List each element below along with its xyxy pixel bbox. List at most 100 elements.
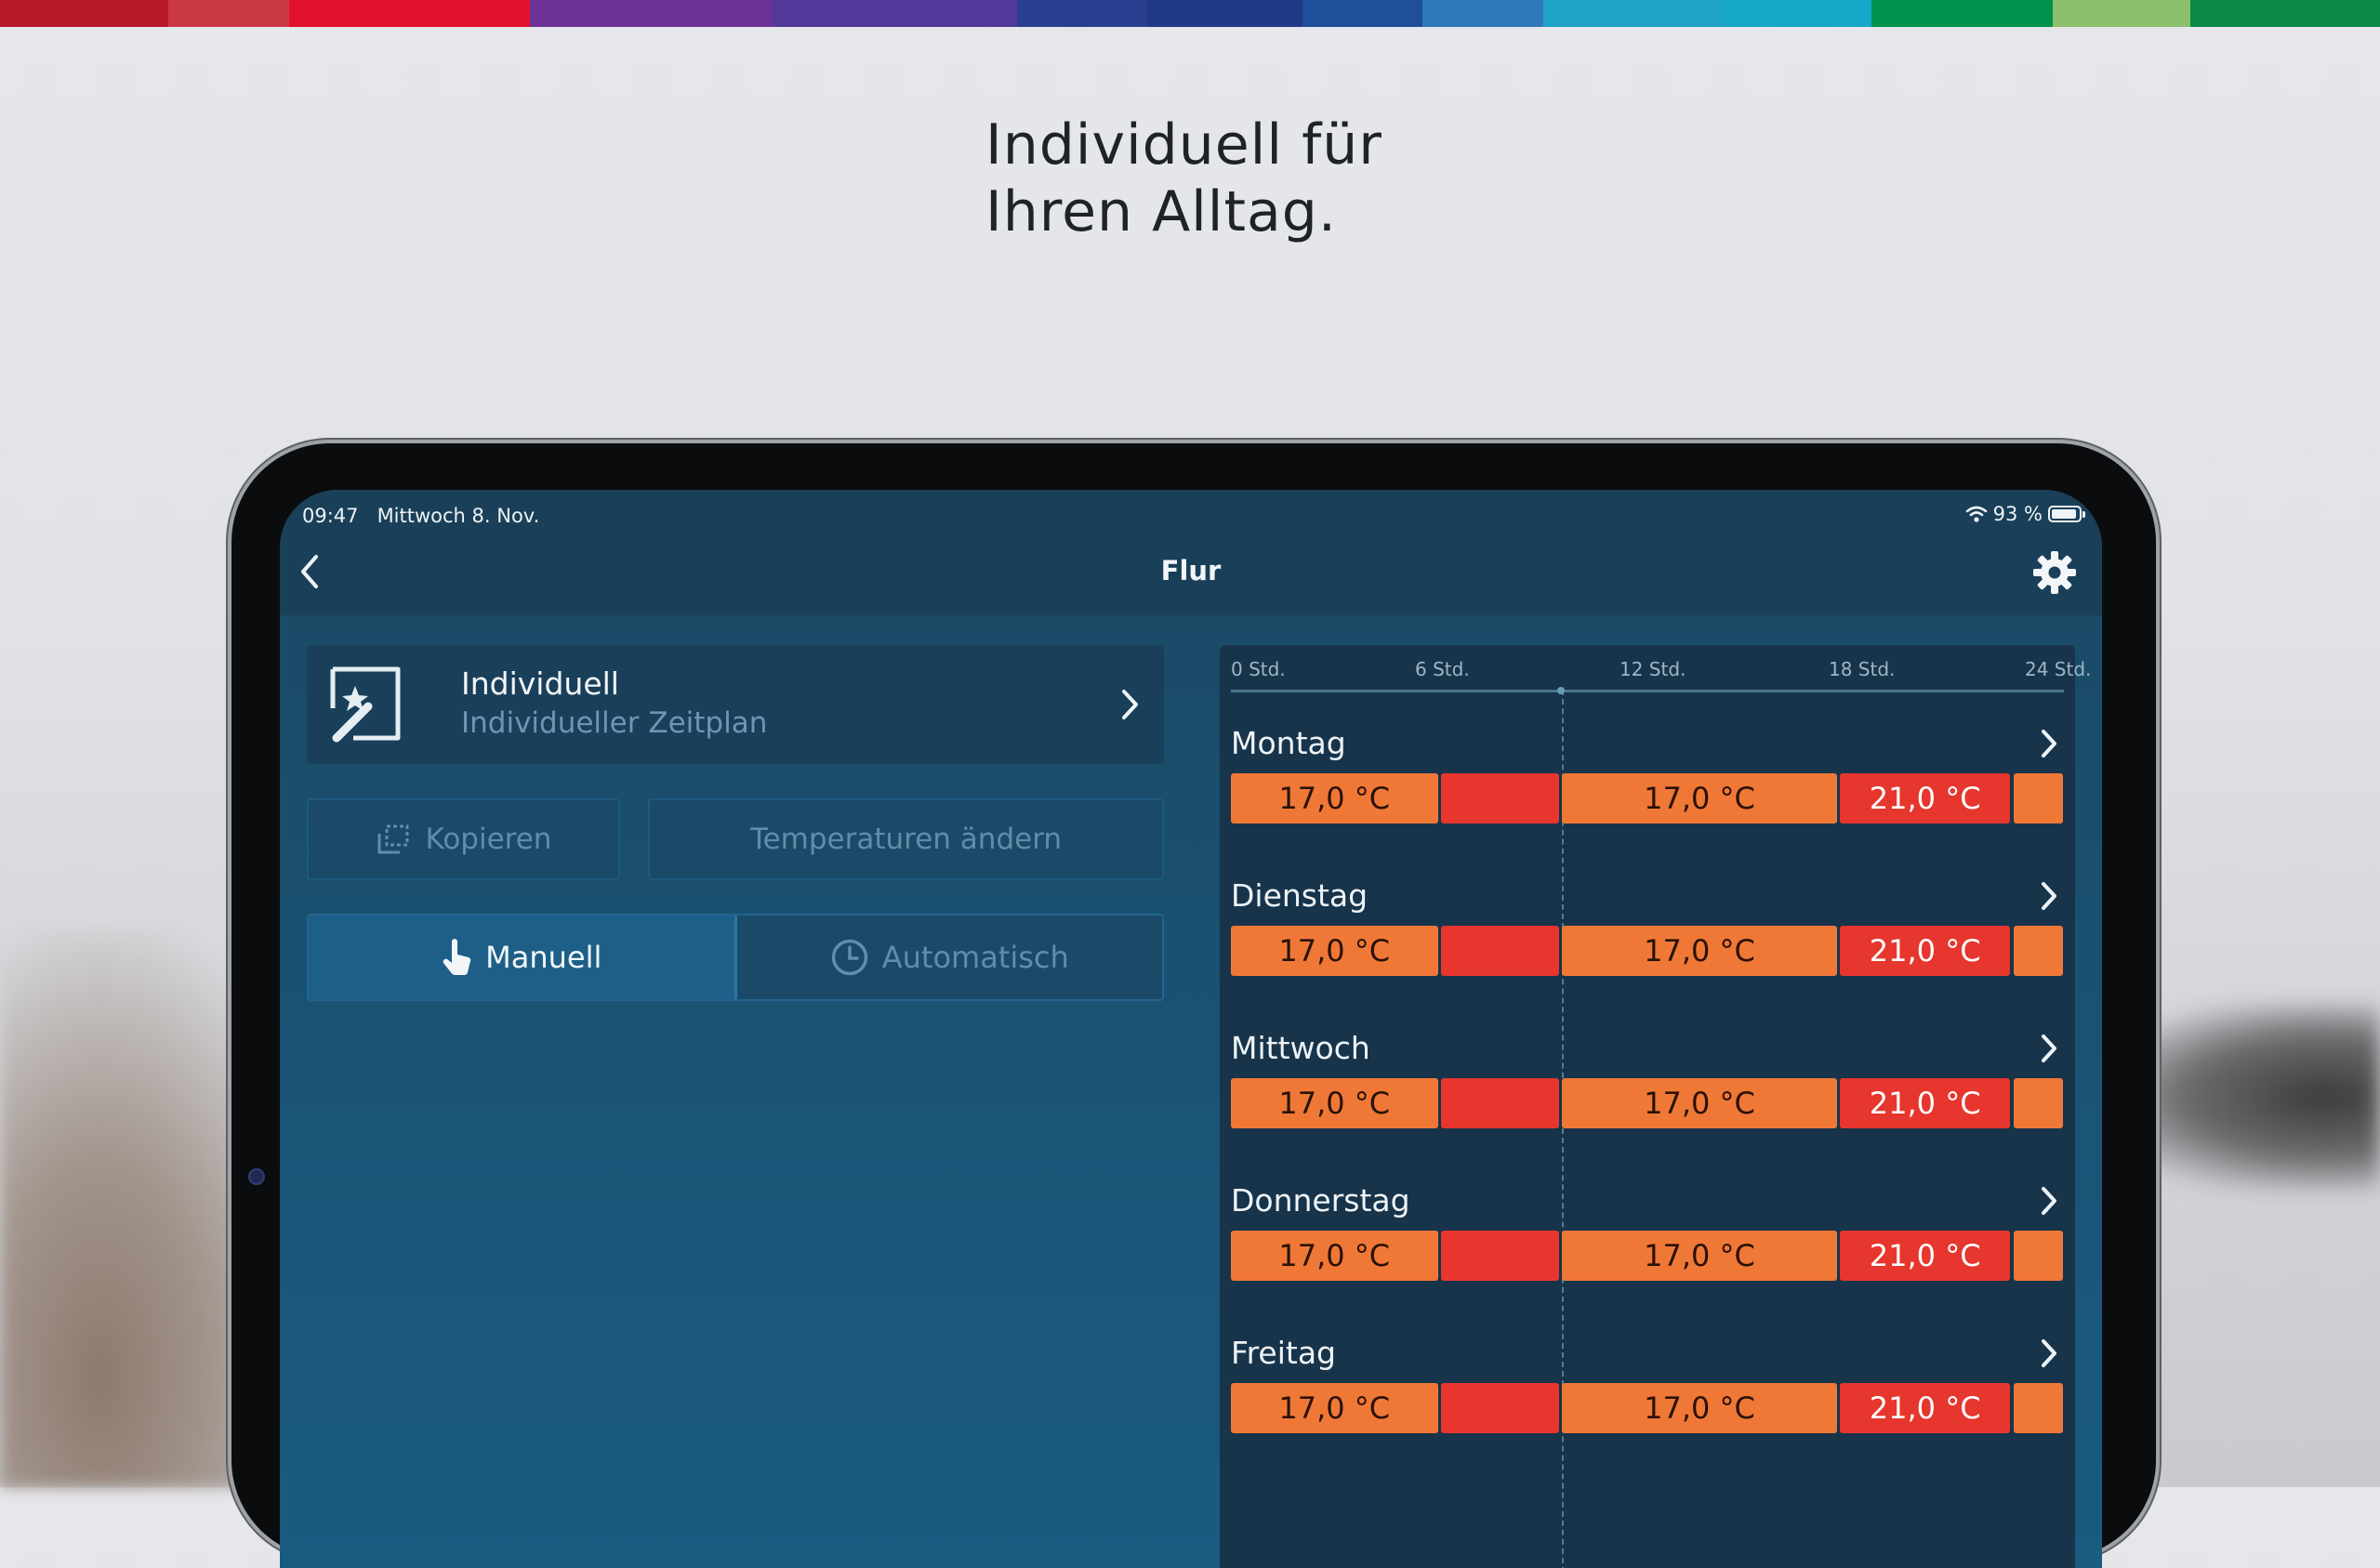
temperature-segment xyxy=(2013,773,2063,824)
day-row[interactable]: Freitag 17,0 °C 17,0 °C 21,0 °C xyxy=(1231,1335,2064,1474)
day-name: Dienstag xyxy=(1231,877,1368,914)
profile-name: Individuell xyxy=(461,665,619,702)
stripe-segment xyxy=(772,0,1018,27)
top-bar: 09:47 Mittwoch 8. Nov. 93 % Flur xyxy=(280,490,2102,615)
temperature-segment: 17,0 °C xyxy=(1231,1078,1438,1128)
status-date: Mittwoch 8. Nov. xyxy=(377,505,540,527)
mode-manual-tab[interactable]: Manuell xyxy=(309,916,737,999)
day-name: Donnerstag xyxy=(1231,1182,1410,1219)
chevron-right-icon xyxy=(2042,1034,2056,1062)
profile-card[interactable]: Individuell Individueller Zeitplan xyxy=(307,645,1164,764)
day-name: Freitag xyxy=(1231,1335,1337,1371)
change-temperatures-button[interactable]: Temperaturen ändern xyxy=(648,798,1164,880)
headline-line-1: Individuell für xyxy=(985,112,1382,178)
temperature-segment: 21,0 °C xyxy=(1839,1383,2011,1433)
axis-tick-label: 18 Std. xyxy=(1829,658,1896,680)
temperature-segment: 17,0 °C xyxy=(1562,773,1837,824)
gear-icon xyxy=(2033,551,2076,594)
mode-automatic-tab[interactable]: Automatisch xyxy=(736,916,1162,999)
temperature-segment xyxy=(1440,1231,1560,1281)
wifi-icon xyxy=(1965,506,1987,522)
stripe-segment xyxy=(2189,0,2380,27)
current-time-marker xyxy=(1557,687,1565,694)
temperature-timeline: 17,0 °C 17,0 °C 21,0 °C xyxy=(1231,1231,2064,1281)
axis-tick-label: 24 Std. xyxy=(2025,658,2092,680)
temperature-segment: 17,0 °C xyxy=(1231,1383,1438,1433)
stripe-segment xyxy=(288,0,531,27)
chevron-right-icon xyxy=(2042,1339,2056,1367)
headline-line-2: Ihren Alltag. xyxy=(985,179,1337,244)
camera-icon xyxy=(248,1168,265,1185)
temperature-segment: 21,0 °C xyxy=(1839,773,2011,824)
temperature-timeline: 17,0 °C 17,0 °C 21,0 °C xyxy=(1231,1383,2064,1433)
brand-color-stripe xyxy=(0,0,2380,27)
copy-label: Kopieren xyxy=(425,823,552,856)
copy-button[interactable]: Kopieren xyxy=(307,798,620,880)
magic-wand-picture-icon xyxy=(330,666,401,743)
temperature-timeline: 17,0 °C 17,0 °C 21,0 °C xyxy=(1231,773,2064,824)
axis-tick-label: 6 Std. xyxy=(1415,658,1470,680)
axis-tick-label: 0 Std. xyxy=(1231,658,1286,680)
temperature-segment xyxy=(2013,1231,2063,1281)
temperature-segment: 21,0 °C xyxy=(1839,1231,2011,1281)
chevron-right-icon xyxy=(2042,1187,2056,1215)
stripe-segment xyxy=(0,0,168,27)
stripe-segment xyxy=(167,0,289,27)
profile-subtitle: Individueller Zeitplan xyxy=(461,706,768,740)
day-row[interactable]: Montag 17,0 °C 17,0 °C 21,0 °C xyxy=(1231,725,2064,864)
stripe-segment xyxy=(530,0,773,27)
temperature-segment: 21,0 °C xyxy=(1839,926,2011,976)
status-time-date: 09:47 Mittwoch 8. Nov. xyxy=(302,505,539,527)
day-name: Montag xyxy=(1231,725,1346,761)
stripe-segment xyxy=(1302,0,1423,27)
app-screen: 09:47 Mittwoch 8. Nov. 93 % Flur xyxy=(280,490,2102,1568)
stripe-segment xyxy=(1017,0,1147,27)
temperature-segment: 17,0 °C xyxy=(1562,1231,1837,1281)
stripe-segment xyxy=(1871,0,2053,27)
copy-icon xyxy=(377,824,409,854)
temperature-timeline: 17,0 °C 17,0 °C 21,0 °C xyxy=(1231,926,2064,976)
tablet-device: 09:47 Mittwoch 8. Nov. 93 % Flur xyxy=(228,440,2160,1568)
temperature-segment: 17,0 °C xyxy=(1562,926,1837,976)
day-name: Mittwoch xyxy=(1231,1030,1370,1066)
temperature-segment xyxy=(1440,926,1560,976)
stripe-segment xyxy=(2052,0,2190,27)
day-row[interactable]: Mittwoch 17,0 °C 17,0 °C 21,0 °C xyxy=(1231,1030,2064,1169)
back-button[interactable] xyxy=(291,551,328,592)
day-row[interactable]: Donnerstag 17,0 °C 17,0 °C 21,0 °C xyxy=(1231,1182,2064,1322)
chevron-left-icon xyxy=(301,555,318,588)
headline: Individuell für Ihren Alltag. xyxy=(985,112,1382,245)
temperature-segment xyxy=(2013,1383,2063,1433)
chevron-right-icon xyxy=(2042,882,2056,910)
axis-tick-label: 12 Std. xyxy=(1620,658,1686,680)
chevron-right-icon xyxy=(1122,690,1138,719)
mode-automatic-label: Automatisch xyxy=(881,940,1069,975)
day-row[interactable]: Dienstag 17,0 °C 17,0 °C 21,0 °C xyxy=(1231,877,2064,1017)
stripe-segment xyxy=(1146,0,1302,27)
mode-manual-label: Manuell xyxy=(485,940,602,975)
temperature-segment xyxy=(2013,1078,2063,1128)
temperature-segment: 17,0 °C xyxy=(1231,773,1438,824)
change-temperatures-label: Temperaturen ändern xyxy=(749,823,1063,856)
temperature-segment: 21,0 °C xyxy=(1839,1078,2011,1128)
page-title: Flur xyxy=(1160,555,1222,586)
chevron-right-icon xyxy=(2042,730,2056,758)
temperature-segment xyxy=(1440,1078,1560,1128)
temperature-segment: 17,0 °C xyxy=(1562,1078,1837,1128)
temperature-segment xyxy=(1440,773,1560,824)
battery-icon xyxy=(2048,506,2085,522)
weekly-schedule: 0 Std. 6 Std. 12 Std. 18 Std. 24 Std. Montag 1… xyxy=(1220,645,2091,1568)
mode-segmented-control: Manuell Automatisch xyxy=(307,914,1164,1001)
current-time-line xyxy=(1562,690,1564,1568)
time-axis-line xyxy=(1231,690,2064,692)
hand-pointer-icon xyxy=(443,939,471,976)
status-indicators: 93 % xyxy=(1965,503,2085,525)
clock-icon xyxy=(831,939,867,976)
temperature-segment: 17,0 °C xyxy=(1562,1383,1837,1433)
settings-button[interactable] xyxy=(2031,549,2078,596)
temperature-segment xyxy=(2013,926,2063,976)
stripe-segment xyxy=(1543,0,1726,27)
temperature-segment xyxy=(1440,1383,1560,1433)
temperature-timeline: 17,0 °C 17,0 °C 21,0 °C xyxy=(1231,1078,2064,1128)
stripe-segment xyxy=(1422,0,1544,27)
